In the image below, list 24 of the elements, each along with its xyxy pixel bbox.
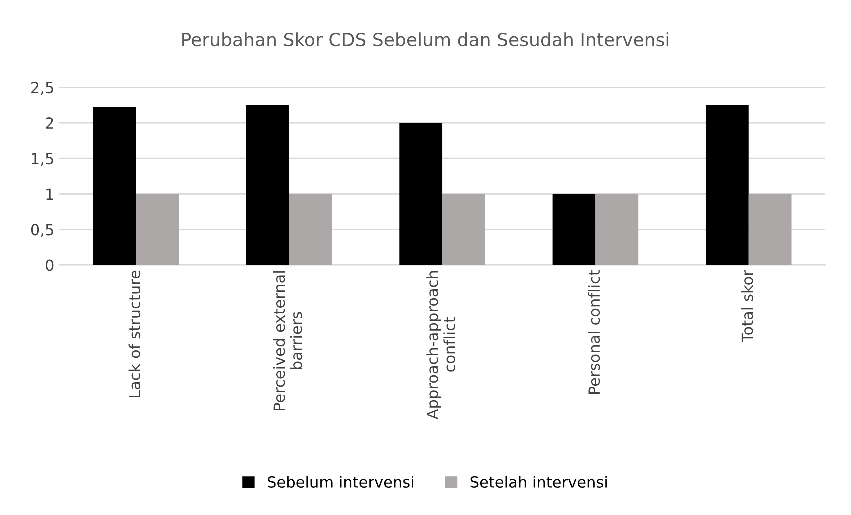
bar bbox=[246, 105, 290, 266]
y-tick-label: 1 bbox=[46, 188, 54, 200]
y-tick-label: 0,5 bbox=[31, 224, 54, 238]
y-tick-label: 1,5 bbox=[32, 153, 54, 166]
chart-title: Perubahan Skor CDS Sebelum dan Sesudah Intervensi bbox=[182, 32, 669, 47]
y-tick-label: 0 bbox=[46, 260, 54, 272]
x-tick-label: Approach-approach conflict bbox=[426, 271, 456, 420]
bar bbox=[400, 123, 443, 266]
x-tick-label: Lack of structure bbox=[128, 270, 141, 398]
bar bbox=[289, 194, 332, 266]
legend-label: Setelah intervensi bbox=[470, 476, 607, 488]
bar bbox=[552, 194, 596, 266]
bar bbox=[596, 194, 639, 266]
y-tick-label: 2,5 bbox=[32, 82, 54, 96]
x-tick-label: Perceived external barriers bbox=[273, 272, 302, 410]
bar bbox=[748, 194, 792, 266]
y-tick-label: 2 bbox=[46, 118, 54, 129]
bar bbox=[136, 194, 180, 266]
bar bbox=[93, 107, 136, 266]
bar bbox=[706, 105, 749, 266]
legend-label: Sebelum intervensi bbox=[268, 476, 414, 488]
bar bbox=[442, 194, 486, 266]
x-tick-label: Total skor bbox=[741, 270, 754, 343]
x-tick-label: Personal conflict bbox=[588, 270, 600, 394]
